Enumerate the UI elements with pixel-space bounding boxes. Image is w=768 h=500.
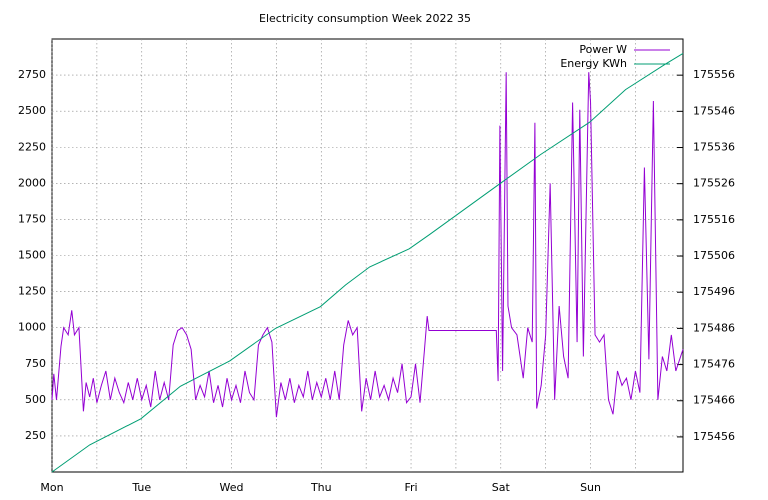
y-tick-label: 1250: [18, 285, 46, 298]
x-tick-label: Wed: [220, 481, 244, 494]
y-tick-label: 2000: [18, 176, 46, 189]
y2-tick-label: 175516: [693, 213, 735, 226]
legend-label: Energy KWh: [560, 57, 627, 70]
series-line: [51, 53, 684, 473]
x-tick-label: Tue: [131, 481, 151, 494]
y2-tick-label: 175486: [693, 321, 735, 334]
y2-tick-label: 175526: [693, 177, 735, 190]
chart-title: Electricity consumption Week 2022 35: [259, 12, 471, 25]
y2-tick-label: 175556: [693, 68, 735, 81]
y-tick-label: 1750: [18, 212, 46, 225]
y-tick-label: 2750: [18, 68, 46, 81]
x-tick-label: Sat: [492, 481, 511, 494]
series-line: [51, 72, 684, 418]
y2-tick-label: 175546: [693, 104, 735, 117]
x-tick-label: Thu: [310, 481, 332, 494]
y2-tick-label: 175476: [693, 358, 735, 371]
x-tick-label: Mon: [40, 481, 63, 494]
y-tick-label: 250: [25, 429, 46, 442]
y2-tick-label: 175466: [693, 394, 735, 407]
y-tick-label: 750: [25, 357, 46, 370]
y-tick-label: 1500: [18, 249, 46, 262]
y-tick-label: 500: [25, 393, 46, 406]
y2-tick-label: 175536: [693, 141, 735, 154]
x-tick-label: Sun: [580, 481, 601, 494]
y-tick-label: 1000: [18, 321, 46, 334]
x-tick-label: Fri: [404, 481, 417, 494]
y2-tick-label: 175506: [693, 249, 735, 262]
y2-tick-label: 175496: [693, 285, 735, 298]
y2-tick-label: 175456: [693, 430, 735, 443]
legend-label: Power W: [579, 43, 627, 56]
y-tick-label: 2250: [18, 140, 46, 153]
y-tick-label: 2500: [18, 104, 46, 117]
